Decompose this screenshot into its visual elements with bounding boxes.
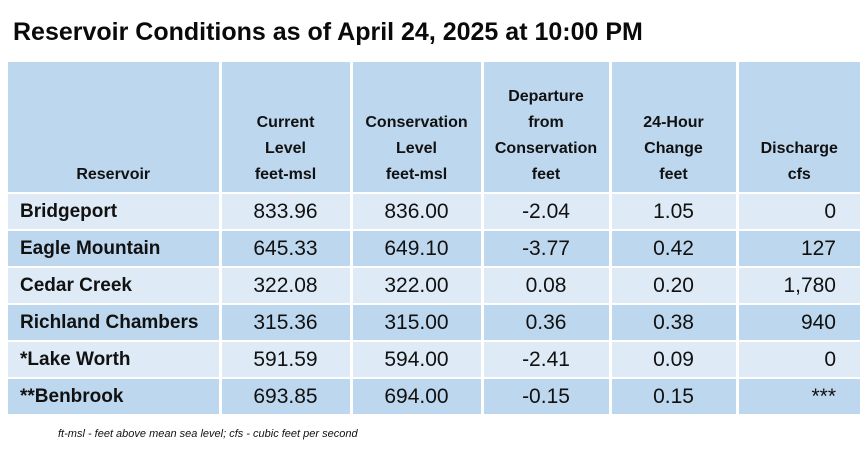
header-departure-line: Conservation	[494, 140, 598, 157]
current-level-cell: 591.59	[218, 340, 351, 378]
header-conservation-level-unit: feet-msl	[385, 166, 448, 183]
change-cell: 0.09	[608, 340, 737, 378]
reservoir-name: Richland Chambers	[8, 303, 220, 341]
table-row: Bridgeport 833.96 836.00 -2.04 1.05 0	[8, 192, 860, 230]
header-conservation-level-line: Conservation	[365, 114, 468, 131]
reservoir-name: Bridgeport	[8, 192, 220, 230]
reservoir-name: **Benbrook	[8, 377, 220, 414]
header-discharge-unit: cfs	[787, 166, 811, 183]
current-level-cell: 645.33	[218, 229, 351, 267]
conservation-level-cell: 594.00	[349, 340, 482, 378]
header-conservation-level: Conservation Level feet-msl	[349, 62, 482, 193]
discharge-cell: 127	[735, 229, 860, 267]
header-current-level: Current Level feet-msl	[218, 62, 351, 193]
conservation-level-cell: 836.00	[349, 192, 482, 230]
table-row: *Lake Worth 591.59 594.00 -2.41 0.09 0	[8, 340, 860, 378]
departure-cell: -2.04	[480, 192, 610, 230]
header-reservoir-line: Reservoir	[76, 166, 151, 183]
table-row: **Benbrook 693.85 694.00 -0.15 0.15 ***	[8, 377, 860, 414]
header-reservoir: Reservoir	[8, 62, 220, 193]
departure-cell: 0.08	[480, 266, 610, 304]
discharge-cell: ***	[735, 377, 860, 414]
header-discharge-line: Discharge	[760, 140, 838, 157]
header-24-hour-change: 24-Hour Change feet	[608, 62, 737, 193]
header-24-hour-change-line: Change	[644, 140, 703, 157]
change-cell: 0.38	[608, 303, 737, 341]
departure-cell: -3.77	[480, 229, 610, 267]
conservation-level-cell: 649.10	[349, 229, 482, 267]
reservoir-name: *Lake Worth	[8, 340, 220, 378]
discharge-cell: 1,780	[735, 266, 860, 304]
header-departure: Departure from Conservation feet	[480, 62, 610, 193]
header-departure-line: Departure	[508, 88, 584, 105]
header-24-hour-change-unit: feet	[659, 166, 688, 183]
change-cell: 0.15	[608, 377, 737, 414]
reservoir-name: Cedar Creek	[8, 266, 220, 304]
current-level-cell: 322.08	[218, 266, 351, 304]
table-row: Cedar Creek 322.08 322.00 0.08 0.20 1,78…	[8, 266, 860, 304]
departure-cell: 0.36	[480, 303, 610, 341]
change-cell: 0.42	[608, 229, 737, 267]
header-24-hour-change-line: 24-Hour	[643, 114, 704, 131]
header-departure-line: from	[528, 114, 564, 131]
current-level-cell: 693.85	[218, 377, 351, 414]
conservation-level-cell: 322.00	[349, 266, 482, 304]
current-level-cell: 833.96	[218, 192, 351, 230]
departure-cell: -2.41	[480, 340, 610, 378]
conservation-level-cell: 315.00	[349, 303, 482, 341]
discharge-cell: 0	[735, 340, 860, 378]
conservation-level-cell: 694.00	[349, 377, 482, 414]
header-discharge: Discharge cfs	[735, 62, 860, 193]
table-header-row: Reservoir Current Level feet-msl Conserv…	[8, 62, 860, 193]
current-level-cell: 315.36	[218, 303, 351, 341]
page-title: Reservoir Conditions as of April 24, 202…	[13, 18, 643, 46]
change-cell: 1.05	[608, 192, 737, 230]
reservoir-table: Reservoir Current Level feet-msl Conserv…	[8, 62, 860, 414]
header-current-level-unit: feet-msl	[254, 166, 317, 183]
footnote: ft-msl - feet above mean sea level; cfs …	[58, 428, 358, 440]
header-current-level-line: Current	[256, 114, 315, 131]
header-departure-unit: feet	[531, 166, 561, 183]
header-conservation-level-line: Level	[396, 140, 437, 157]
discharge-cell: 940	[735, 303, 860, 341]
discharge-cell: 0	[735, 192, 860, 230]
reservoir-name: Eagle Mountain	[8, 229, 220, 267]
table-row: Richland Chambers 315.36 315.00 0.36 0.3…	[8, 303, 860, 341]
departure-cell: -0.15	[480, 377, 610, 414]
header-current-level-line: Level	[265, 140, 306, 157]
table-row: Eagle Mountain 645.33 649.10 -3.77 0.42 …	[8, 229, 860, 267]
change-cell: 0.20	[608, 266, 737, 304]
